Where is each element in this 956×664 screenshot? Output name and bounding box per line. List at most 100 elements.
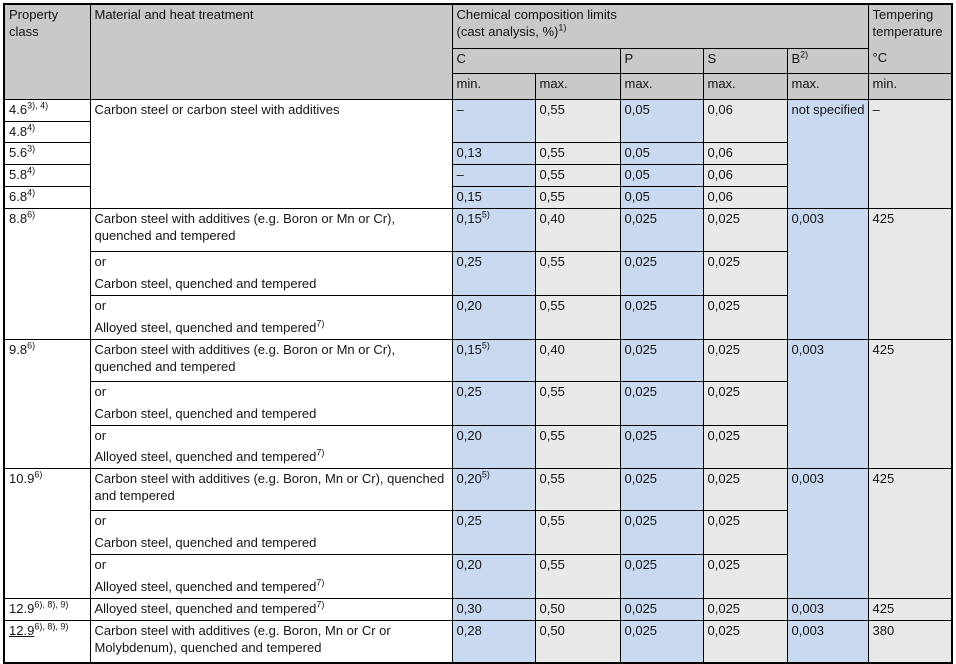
header-chem-limits: Chemical composition limits (cast analys… bbox=[451, 3, 869, 49]
chem-limits-line2: (cast analysis, %) bbox=[456, 23, 559, 39]
material-value: Alloyed steel, quenched and tempered bbox=[94, 600, 317, 616]
table-row: or Alloyed steel, quenched and tempered7… bbox=[4, 424, 952, 470]
cell-tempering: 425 bbox=[867, 597, 953, 621]
b-label: B bbox=[791, 50, 801, 66]
cell-c-min: 0,28 bbox=[451, 619, 536, 664]
cell-p-max: 0,05 bbox=[619, 142, 704, 166]
footnote-ref: 7) bbox=[316, 577, 325, 588]
cell-material: Alloyed steel, quenched and tempered7) bbox=[89, 597, 453, 621]
material-text: Carbon steel, quenched and tempered bbox=[94, 535, 317, 551]
table-row: 10.96) Carbon steel with additives (e.g.… bbox=[3, 468, 953, 599]
cell-b-max: 0,003 bbox=[786, 619, 869, 664]
material-text: Alloyed steel, quenched and tempered7) bbox=[94, 577, 449, 596]
header-material: Material and heat treatment bbox=[89, 3, 453, 100]
footnote-ref: 7) bbox=[316, 448, 325, 459]
value: 0,20 bbox=[456, 471, 482, 487]
cell-s-max: 0,025 bbox=[702, 294, 788, 340]
cell-tempering: 425 bbox=[867, 208, 953, 340]
cell-c-max: 0,55 bbox=[534, 186, 621, 210]
header-col-b: B2) bbox=[786, 47, 869, 74]
cell-c-max: 0,50 bbox=[534, 619, 621, 664]
or-label: or bbox=[94, 254, 107, 270]
material-value: Alloyed steel, quenched and tempered bbox=[94, 319, 317, 335]
class-value: 4.6 bbox=[9, 101, 28, 117]
class-value: 4.8 bbox=[9, 123, 28, 139]
footnote-ref-1: 1) bbox=[558, 22, 567, 33]
table-row: or Carbon steel, quenched and tempered 0… bbox=[4, 251, 952, 296]
cell-c-min: 0,25 bbox=[451, 251, 536, 296]
cell-material: or Carbon steel, quenched and tempered bbox=[89, 380, 453, 426]
footnote-ref: 4) bbox=[27, 165, 36, 176]
footnote-ref: 3) bbox=[27, 144, 36, 155]
header-p-max: max. bbox=[619, 72, 704, 100]
footnote-ref: 4) bbox=[27, 187, 36, 198]
cell-c-max: 0,55 bbox=[534, 251, 621, 296]
cell-c-max: 0,40 bbox=[534, 338, 621, 382]
material-text: Carbon steel, quenched and tempered bbox=[94, 405, 317, 421]
cell-s-max: 0,025 bbox=[702, 619, 788, 664]
cell-property-class: 12.96), 8), 9) bbox=[3, 619, 91, 664]
cell-s-max: 0,025 bbox=[702, 251, 788, 296]
cell-p-max: 0,025 bbox=[619, 208, 704, 253]
cell-c-min: 0,30 bbox=[451, 597, 536, 621]
cell-c-max: 0,55 bbox=[534, 468, 621, 512]
cell-tempering: 425 bbox=[867, 338, 953, 470]
or-label: or bbox=[94, 383, 107, 399]
chemical-composition-table: Property class Material and heat treatme… bbox=[3, 3, 954, 664]
footnote-ref: 6) bbox=[27, 209, 36, 220]
cell-s-max: 0,025 bbox=[702, 380, 788, 426]
cell-c-max: 0,55 bbox=[534, 380, 621, 426]
table-row: 8.86) Carbon steel with additives (e.g. … bbox=[3, 208, 953, 340]
cell-b-max: not specified bbox=[786, 98, 869, 210]
header-col-s: S bbox=[702, 47, 788, 74]
table-row: or Alloyed steel, quenched and tempered7… bbox=[4, 294, 952, 340]
footnote-ref: 7) bbox=[316, 318, 325, 329]
table-row: 12.96), 8), 9) Alloyed steel, quenched a… bbox=[3, 597, 953, 621]
cell-material: Carbon steel or carbon steel with additi… bbox=[89, 98, 453, 210]
cell-s-max: 0,025 bbox=[702, 468, 788, 512]
material-text: Carbon steel, quenched and tempered bbox=[94, 276, 317, 292]
cell-c-min: 0,25 bbox=[451, 510, 536, 556]
class-value: 12.9 bbox=[9, 600, 35, 616]
cell-c-max: 0,55 bbox=[534, 294, 621, 340]
cell-c-min: 0,155) bbox=[451, 208, 536, 253]
value: 0,15 bbox=[456, 341, 482, 357]
cell-s-max: 0,06 bbox=[702, 142, 788, 166]
table-row: 12.96), 8), 9) Carbon steel with additiv… bbox=[3, 619, 953, 664]
cell-material: Carbon steel with additives (e.g. Boron,… bbox=[89, 619, 453, 664]
table-row: 9.86) Carbon steel with additives (e.g. … bbox=[3, 338, 953, 470]
cell-p-max: 0,05 bbox=[619, 98, 704, 144]
cell-s-max: 0,06 bbox=[702, 186, 788, 210]
cell-p-max: 0,05 bbox=[619, 164, 704, 188]
or-label: or bbox=[94, 513, 107, 529]
material-value: Alloyed steel, quenched and tempered bbox=[94, 449, 317, 465]
cell-property-class: 6.84) bbox=[3, 186, 91, 210]
footnote-ref: 5) bbox=[481, 340, 490, 351]
cell-c-max: 0,55 bbox=[534, 510, 621, 556]
tempering-label: Tempering temperature bbox=[872, 7, 943, 39]
cell-p-max: 0,025 bbox=[619, 380, 704, 426]
cell-c-max: 0,55 bbox=[534, 424, 621, 470]
cell-property-class: 5.84) bbox=[3, 164, 91, 188]
header-property-class: Property class bbox=[3, 3, 91, 100]
table-row: 4.63), 4) Carbon steel or carbon steel w… bbox=[3, 98, 953, 210]
material-value: Alloyed steel, quenched and tempered bbox=[94, 578, 317, 594]
table-row: or Carbon steel, quenched and tempered 0… bbox=[4, 380, 952, 426]
material-text: Alloyed steel, quenched and tempered7) bbox=[95, 449, 449, 466]
cell-c-min: – bbox=[451, 164, 536, 188]
cell-c-min: 0,25 bbox=[451, 380, 536, 426]
cell-material: Carbon steel with additives (e.g. Boron,… bbox=[89, 468, 453, 512]
cell-material: or Alloyed steel, quenched and tempered7… bbox=[89, 424, 453, 470]
cell-p-max: 0,025 bbox=[619, 251, 704, 296]
footnote-ref: 4) bbox=[27, 122, 36, 133]
header-temp-min: min. bbox=[867, 72, 953, 100]
cell-c-min: 0,20 bbox=[451, 294, 536, 340]
cell-b-max: 0,003 bbox=[786, 468, 869, 599]
cell-s-max: 0,025 bbox=[702, 338, 788, 382]
header-col-p: P bbox=[619, 47, 704, 74]
table-row: 4.84) bbox=[3, 120, 952, 144]
cell-c-max: 0,40 bbox=[534, 208, 621, 253]
footnote-ref: 3), 4) bbox=[27, 100, 49, 111]
header-col-c: C bbox=[451, 47, 621, 74]
